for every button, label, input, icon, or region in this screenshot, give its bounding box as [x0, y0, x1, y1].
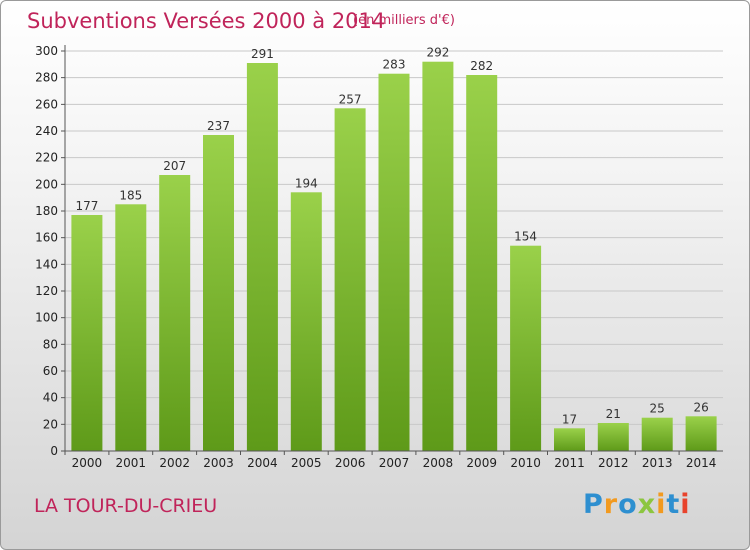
bar	[71, 215, 103, 451]
bar	[554, 428, 585, 451]
y-tick-label: 300	[35, 44, 58, 58]
data-label: 282	[470, 59, 493, 73]
logo-letter: x	[637, 489, 657, 520]
logo-letter: r	[603, 489, 619, 520]
bar	[510, 245, 542, 451]
chart-subtitle: (en milliers d'€)	[353, 13, 455, 28]
proxiti-logo: Proxiti	[583, 489, 691, 520]
bar	[203, 135, 234, 451]
x-tick-label: 2012	[598, 456, 629, 470]
y-tick-label: 100	[35, 311, 58, 325]
x-tick-label: 2001	[116, 456, 147, 470]
y-tick-label: 80	[43, 337, 58, 351]
data-label: 26	[693, 400, 708, 414]
x-tick-label: 2008	[423, 456, 454, 470]
x-tick-label: 2003	[203, 456, 234, 470]
data-label: 237	[207, 119, 230, 133]
x-tick-label: 2010	[510, 456, 541, 470]
chart-title: Subventions Versées 2000 à 2014	[27, 9, 386, 33]
data-label: 25	[650, 402, 665, 416]
y-tick-label: 160	[35, 231, 58, 245]
data-label: 21	[606, 407, 621, 421]
bar	[466, 75, 498, 451]
x-tick-label: 2004	[247, 456, 278, 470]
bars	[71, 61, 717, 452]
x-tick-label: 2006	[335, 456, 366, 470]
data-label: 154	[514, 230, 537, 244]
bar	[422, 61, 454, 451]
data-label: 257	[339, 92, 362, 106]
y-tick-label: 240	[35, 124, 58, 138]
y-tick-label: 20	[43, 417, 58, 431]
y-tick-label: 180	[35, 204, 58, 218]
y-tick-label: 280	[35, 71, 58, 85]
labels: 0 20 40 60 80 100 120 140 160 180 200 220 240 260 280 3…	[35, 44, 716, 470]
bar	[641, 417, 673, 451]
data-label: 194	[295, 176, 318, 190]
bar	[290, 192, 322, 452]
data-label: 185	[119, 188, 142, 202]
logo-letter: o	[618, 489, 638, 520]
y-tick-label: 140	[35, 257, 58, 271]
x-tick-label: 2005	[291, 456, 322, 470]
y-tick-label: 40	[43, 391, 58, 405]
y-tick-label: 120	[35, 284, 58, 298]
axes	[61, 45, 723, 455]
x-tick-label: 2007	[379, 456, 410, 470]
logo-letter: i	[680, 489, 691, 520]
data-label: 207	[163, 159, 186, 173]
y-tick-label: 200	[35, 177, 58, 191]
x-tick-label: 2014	[686, 456, 717, 470]
x-tick-label: 2009	[466, 456, 497, 470]
x-tick-label: 2013	[642, 456, 673, 470]
bar	[334, 108, 366, 452]
commune-name: LA TOUR-DU-CRIEU	[34, 495, 218, 517]
y-tick-label: 60	[43, 364, 58, 378]
data-label: 292	[426, 46, 449, 60]
logo-letter: t	[666, 489, 681, 520]
bar	[597, 423, 629, 451]
y-tick-label: 220	[35, 151, 58, 165]
data-label: 177	[75, 199, 98, 213]
bar	[378, 73, 410, 451]
bar	[159, 175, 191, 451]
data-label: 283	[383, 58, 406, 72]
logo-letter: P	[583, 489, 604, 520]
data-label: 291	[251, 47, 274, 61]
data-label: 17	[562, 412, 577, 426]
x-tick-label: 2002	[159, 456, 190, 470]
x-tick-label: 2000	[72, 456, 103, 470]
bar	[246, 63, 278, 451]
logo-letter: i	[656, 489, 667, 520]
y-tick-label: 260	[35, 97, 58, 111]
y-tick-label: 0	[50, 444, 58, 458]
x-tick-label: 2011	[554, 456, 585, 470]
bar	[685, 416, 717, 451]
bar	[115, 204, 147, 451]
